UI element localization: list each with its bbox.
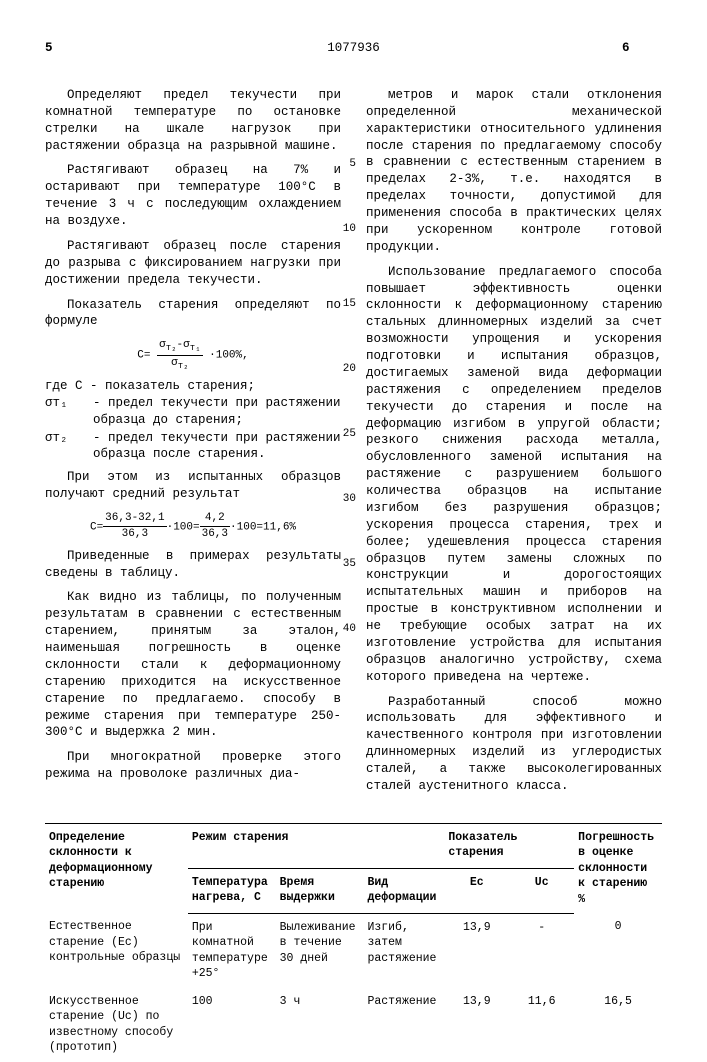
formula-1: C= σт₂-σт₁ σт₂ ·100%, <box>45 338 341 372</box>
page-right: 6 <box>622 40 662 57</box>
body-columns: Определяют предел текучести при комнатно… <box>45 87 662 803</box>
where-text: - предел текучести при растяжении образц… <box>93 430 341 464</box>
paragraph: Определяют предел текучести при комнатно… <box>45 87 341 155</box>
cell: 100 <box>188 988 276 1062</box>
fraction: σт₂-σт₁ σт₂ <box>157 338 202 372</box>
cell: Вылеживание в течение 30 дней <box>276 913 364 988</box>
formula-text: ·100%, <box>209 350 249 362</box>
sub-header: Время выдержки <box>276 868 364 913</box>
denominator: 36,3 <box>200 527 230 542</box>
table-row: Естественное старение (Eс) контрольные о… <box>45 913 662 988</box>
col-header: Режим старения <box>188 823 444 868</box>
where-block: где C - показатель старения; σт₁ - преде… <box>45 378 341 463</box>
line-number: 5 <box>349 157 356 172</box>
right-column: метров и марок стали отклонения определе… <box>366 87 662 803</box>
formula-text: ·100= <box>167 521 200 533</box>
paragraph: Использование предлагаемого способа повы… <box>366 264 662 686</box>
cell: Искусственное старение (Uс) по известном… <box>45 988 188 1062</box>
cell: 3 ч <box>276 988 364 1062</box>
cell: Естественное старение (Eс) контрольные о… <box>45 913 188 988</box>
paragraph: Растягивают образец на 7% и остаривают п… <box>45 162 341 230</box>
cell: 0 <box>574 913 662 988</box>
sub-header: Uс <box>509 868 574 913</box>
line-number: 35 <box>343 557 356 572</box>
cell: При комнатной температуре +25° <box>188 913 276 988</box>
cell: 13,9 <box>444 988 509 1062</box>
numerator: σт₂-σт₁ <box>157 338 202 355</box>
col-header: Определение склонности к деформационному… <box>45 823 188 913</box>
where-text: - предел текучести при растяжении образц… <box>93 395 341 429</box>
cell: 16,5 <box>574 988 662 1062</box>
col-header: Погрешность в оценке склонности к старен… <box>574 823 662 913</box>
formula-2: C= 36,3-32,1 36,3 ·100= 4,2 36,3 ·100=11… <box>45 511 341 542</box>
numerator: 4,2 <box>200 511 230 527</box>
paragraph: Растягивают образец после старения до ра… <box>45 238 341 289</box>
cell: Растяжение <box>363 988 444 1062</box>
paragraph: Как видно из таблицы, по полученным резу… <box>45 589 341 741</box>
page-left: 5 <box>45 40 85 57</box>
where-line: σт₂ - предел текучести при растяжении об… <box>45 430 341 464</box>
fraction: 36,3-32,1 36,3 <box>103 511 166 542</box>
line-number: 15 <box>343 297 356 312</box>
left-column: Определяют предел текучести при комнатно… <box>45 87 341 803</box>
line-number: 10 <box>343 222 356 237</box>
paragraph: Показатель старения определяют по формул… <box>45 297 341 331</box>
line-number: 25 <box>343 427 356 442</box>
cell: Изгиб, затем растяжение <box>363 913 444 988</box>
paragraph: Приведенные в примерах результаты сведен… <box>45 548 341 582</box>
denominator: σт₂ <box>157 356 202 372</box>
line-number: 20 <box>343 362 356 377</box>
line-number: 40 <box>343 622 356 637</box>
sigma-t1-label: σт₁ <box>45 395 93 429</box>
cell: 13,9 <box>444 913 509 988</box>
document-number: 1077936 <box>85 40 622 57</box>
numerator: 36,3-32,1 <box>103 511 166 527</box>
paragraph: Разработанный способ можно использовать … <box>366 694 662 795</box>
sigma-t2-label: σт₂ <box>45 430 93 464</box>
formula-text: C= <box>137 350 150 362</box>
fraction: 4,2 36,3 <box>200 511 230 542</box>
denominator: 36,3 <box>103 527 166 542</box>
table-row: Искусственное старение (Uс) по известном… <box>45 988 662 1062</box>
line-number: 30 <box>343 492 356 507</box>
sub-header: Температура нагрева, С <box>188 868 276 913</box>
formula-text: ·100=11,6% <box>230 521 296 533</box>
cell: 11,6 <box>509 988 574 1062</box>
cell: - <box>509 913 574 988</box>
sub-header: Eс <box>444 868 509 913</box>
table-header-row: Определение склонности к деформационному… <box>45 823 662 868</box>
paragraph: При многократной проверке этого режима н… <box>45 749 341 783</box>
results-table: Определение склонности к деформационному… <box>45 823 662 1062</box>
formula-text: C= <box>90 521 103 533</box>
where-intro: где C - показатель старения; <box>45 378 341 395</box>
header: 5 1077936 6 <box>45 40 662 57</box>
sub-header: Вид деформации <box>363 868 444 913</box>
paragraph: При этом из испытанных образцов получают… <box>45 469 341 503</box>
paragraph: метров и марок стали отклонения определе… <box>366 87 662 256</box>
col-header: Показатель старения <box>444 823 574 868</box>
where-line: σт₁ - предел текучести при растяжении об… <box>45 395 341 429</box>
